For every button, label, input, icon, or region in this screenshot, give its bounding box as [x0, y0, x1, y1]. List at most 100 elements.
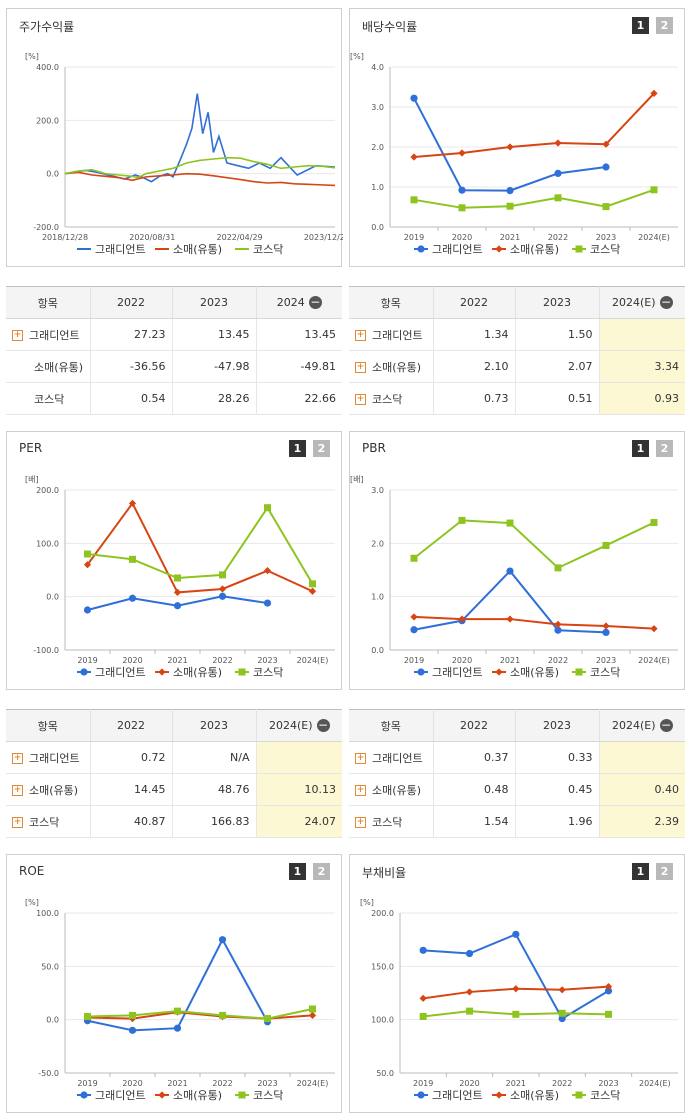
column-header-label: 2022 — [117, 296, 145, 309]
column-header-label: 2023 — [200, 296, 228, 309]
row-label: + 코스닥 — [6, 805, 91, 838]
expand-icon[interactable]: + — [355, 817, 366, 828]
data-point — [495, 245, 503, 253]
x-tick-label: 2021 — [500, 656, 520, 665]
data-point — [575, 668, 583, 676]
expand-icon[interactable]: + — [355, 785, 366, 796]
per-table: 항목 2022 2023 2024(E) − + 그래디언트 0.72 N/A + 소매(유통) 14… — [6, 709, 342, 838]
data-point — [128, 1026, 137, 1034]
expand-icon[interactable]: + — [355, 362, 366, 373]
y-unit-label: [%] — [25, 898, 39, 907]
page-2-button[interactable]: 2 — [313, 440, 330, 457]
column-header: 항목 — [349, 286, 434, 319]
x-tick-label: 2020 — [122, 656, 142, 665]
legend-label: 그래디언트 — [432, 1089, 483, 1102]
row-label-text: 그래디언트 — [29, 328, 80, 342]
table-cell: 48.76 — [172, 773, 257, 806]
x-tick-label: 2022 — [212, 656, 232, 665]
legend-label: 소매(유통) — [173, 243, 222, 256]
stock-return-panel: 주가수익률 [%] 400.0 200.0 0.0 -200.0 2018/12/28 20… — [6, 8, 343, 267]
table-row: + 그래디언트 0.72 N/A — [6, 741, 342, 774]
y-tick-label: 200.0 — [36, 486, 59, 495]
column-header: 2023 — [172, 286, 257, 319]
table-cell: 1.96 — [515, 805, 600, 838]
expand-icon[interactable]: + — [12, 785, 23, 796]
expand-icon[interactable]: + — [355, 753, 366, 764]
collapse-icon[interactable]: − — [659, 295, 673, 310]
y-tick-label: 50.0 — [376, 1069, 394, 1078]
data-point — [465, 949, 474, 958]
page-2-button[interactable]: 2 — [656, 440, 673, 457]
x-tick-label: 2020 — [452, 656, 472, 665]
table-header-row: 항목 2022 2023 2024(E) − — [6, 709, 342, 742]
row-label: + 그래디언트 — [6, 741, 91, 774]
table-cell — [599, 318, 685, 351]
y-tick-label: 100.0 — [36, 909, 59, 918]
expand-icon[interactable]: + — [12, 817, 23, 828]
table-cell — [256, 741, 342, 774]
table-row: + 그래디언트 1.34 1.50 — [349, 318, 685, 351]
expand-icon[interactable]: + — [12, 753, 23, 764]
table-cell: 1.34 — [433, 318, 516, 351]
page-2-button[interactable]: 2 — [656, 17, 673, 34]
page-1-button[interactable]: 1 — [289, 863, 306, 880]
table-cell: 27.23 — [90, 318, 173, 351]
x-tick-label: 2021 — [506, 1079, 526, 1088]
column-header: 2022 — [433, 286, 516, 319]
x-tick-label: 2023 — [596, 656, 616, 665]
page-2-button[interactable]: 2 — [313, 863, 330, 880]
x-tick-label: 2022 — [548, 656, 568, 665]
data-point — [218, 592, 227, 600]
y-tick-label: 0.0 — [46, 1016, 59, 1025]
y-tick-label: 2.0 — [371, 143, 384, 152]
data-point — [602, 628, 610, 636]
page-1-button[interactable]: 1 — [632, 863, 649, 880]
data-point — [173, 1024, 182, 1032]
legend-label: 코스닥 — [590, 243, 620, 256]
data-point — [309, 580, 316, 588]
page-1-button[interactable]: 1 — [632, 17, 649, 34]
x-tick-label: 2024(E) — [638, 233, 670, 242]
y-tick-label: 50.0 — [41, 962, 59, 971]
roe-chart: [%] 100.0 50.0 0.0 -50.0 2019 2020 2021 2022 2023… — [25, 898, 335, 1102]
page-1-button[interactable]: 1 — [289, 440, 306, 457]
row-label-text: 소매(유통) — [372, 783, 422, 797]
legend-label: 그래디언트 — [95, 666, 146, 679]
data-point — [506, 615, 514, 623]
y-tick-label: 0.0 — [371, 223, 384, 232]
collapse-icon[interactable]: − — [308, 295, 322, 310]
series-line — [64, 171, 336, 187]
table-cell — [599, 741, 685, 774]
x-tick-label: 2023/12/28 — [304, 233, 343, 242]
page-1-button[interactable]: 1 — [632, 440, 649, 457]
table-cell: 0.45 — [515, 773, 600, 806]
data-point — [495, 668, 503, 676]
data-point — [506, 143, 514, 151]
x-tick-label: 2024(E) — [638, 656, 670, 665]
page-2-button[interactable]: 2 — [656, 863, 673, 880]
y-unit-label: [배] — [350, 475, 364, 484]
expand-icon[interactable]: + — [355, 330, 366, 341]
row-label: 코스닥 — [6, 382, 91, 415]
collapse-icon[interactable]: − — [659, 718, 673, 733]
dividend-panel: 배당수익률 1 2 [%] 4.0 3.0 2.0 1.0 0.0 2019 2020 2021… — [349, 8, 685, 267]
series-line — [413, 188, 655, 209]
column-header: 2023 — [515, 709, 600, 742]
x-tick-label: 2024(E) — [297, 1079, 329, 1088]
data-point — [417, 1091, 425, 1099]
column-header: 2024(E) − — [256, 709, 342, 742]
table-cell: 40.87 — [90, 805, 173, 838]
expand-icon[interactable]: + — [355, 394, 366, 405]
data-point — [83, 606, 92, 614]
series-line — [87, 1008, 313, 1020]
expand-icon[interactable]: + — [12, 330, 23, 341]
column-header-label: 2024(E) — [611, 718, 656, 732]
column-header: 2024− — [256, 286, 342, 319]
legend-label: 소매(유통) — [510, 243, 559, 256]
data-point — [602, 140, 610, 148]
column-header: 2022 — [433, 709, 516, 742]
data-point — [173, 602, 182, 610]
data-point — [512, 930, 520, 938]
collapse-icon[interactable]: − — [316, 718, 330, 733]
data-point — [512, 1010, 520, 1018]
